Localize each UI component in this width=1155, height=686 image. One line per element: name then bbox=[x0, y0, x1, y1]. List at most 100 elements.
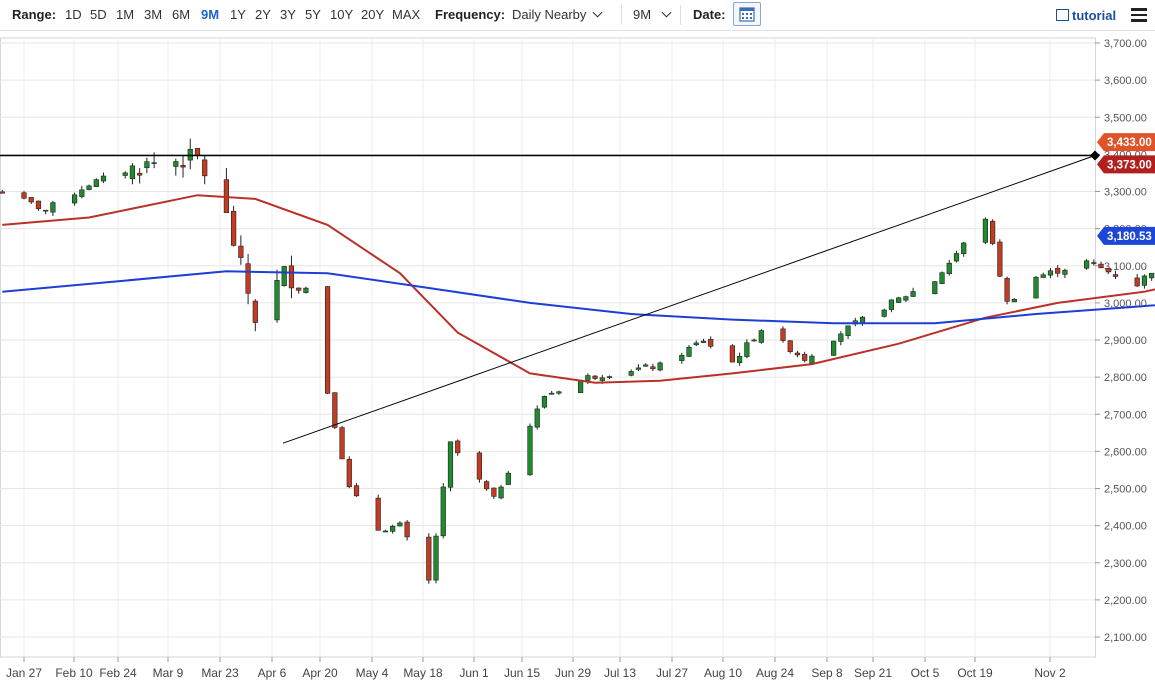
candle-body bbox=[838, 333, 844, 342]
candle-body bbox=[72, 194, 78, 204]
candle-body bbox=[628, 371, 634, 376]
price-badge-label: 3,433.00 bbox=[1107, 137, 1152, 149]
candle-body bbox=[324, 286, 331, 394]
y-tick-label: 3,500.00 bbox=[1104, 112, 1147, 124]
candle-body bbox=[693, 342, 699, 346]
calendar-icon bbox=[739, 7, 755, 22]
x-tick-label: Aug 10 bbox=[704, 666, 742, 680]
candle-body bbox=[606, 376, 613, 378]
candle-body bbox=[1004, 278, 1010, 302]
candle-body bbox=[288, 265, 295, 289]
candle-body bbox=[599, 377, 605, 381]
candle-body bbox=[657, 362, 663, 371]
period-value: 9M bbox=[633, 7, 652, 22]
x-tick-label: Jun 15 bbox=[504, 666, 540, 680]
candle-body bbox=[744, 342, 750, 357]
y-tick-label: 2,500.00 bbox=[1104, 484, 1147, 496]
candle-body bbox=[505, 472, 511, 485]
candle-body bbox=[961, 242, 967, 254]
y-tick-label: 3,700.00 bbox=[1104, 38, 1147, 50]
range-1m-button[interactable]: 1M bbox=[116, 7, 135, 22]
candle-body bbox=[737, 356, 743, 364]
candle-body bbox=[939, 272, 945, 284]
trendline[interactable] bbox=[282, 155, 1096, 444]
y-tick-label: 2,600.00 bbox=[1104, 446, 1147, 458]
candle-body bbox=[455, 440, 461, 454]
candle-body bbox=[144, 161, 150, 169]
candle-body bbox=[953, 253, 960, 262]
price-badge: 3,373.00 bbox=[1097, 155, 1155, 174]
range-20y-button[interactable]: 20Y bbox=[361, 7, 385, 22]
price-badge: 3,180.53 bbox=[1097, 226, 1155, 245]
candle-body bbox=[202, 159, 208, 177]
candle-body bbox=[910, 291, 916, 297]
range-1y-button[interactable]: 1Y bbox=[230, 7, 246, 22]
x-tick-label: Oct 5 bbox=[911, 666, 940, 680]
range-max-button[interactable]: MAX bbox=[392, 7, 421, 22]
x-tick-label: Apr 20 bbox=[302, 666, 338, 680]
y-tick-label: 2,800.00 bbox=[1104, 372, 1147, 384]
x-tick-label: Sep 8 bbox=[811, 666, 843, 680]
y-tick-label: 2,300.00 bbox=[1104, 558, 1147, 570]
x-tick-label: Feb 24 bbox=[99, 666, 137, 680]
range-2y-button[interactable]: 2Y bbox=[255, 7, 271, 22]
x-tick-label: Jun 29 bbox=[555, 666, 591, 680]
candle-body bbox=[1149, 272, 1155, 279]
candle-body bbox=[802, 354, 808, 361]
frequency-dropdown[interactable]: Daily Nearby bbox=[512, 7, 603, 22]
calendar-button[interactable] bbox=[733, 2, 761, 26]
candle-body bbox=[252, 300, 258, 323]
candle-body bbox=[281, 266, 287, 286]
candle-body bbox=[903, 296, 909, 301]
toolbar-divider bbox=[621, 5, 622, 25]
x-tick-label: Jul 27 bbox=[656, 666, 688, 680]
price-badge: 3,433.00 bbox=[1097, 133, 1155, 152]
candle-body bbox=[556, 391, 562, 394]
x-tick-label: Mar 23 bbox=[201, 666, 239, 680]
candle-body bbox=[896, 297, 902, 303]
range-5y-button[interactable]: 5Y bbox=[305, 7, 321, 22]
candle-body bbox=[1098, 263, 1104, 269]
candle-body bbox=[650, 366, 656, 370]
x-tick-label: May 18 bbox=[403, 666, 443, 680]
candle-body bbox=[780, 328, 786, 341]
candle-body bbox=[809, 355, 815, 364]
range-10y-button[interactable]: 10Y bbox=[330, 7, 354, 22]
candle-body bbox=[43, 209, 49, 212]
candle-body bbox=[21, 192, 27, 199]
candle-body bbox=[729, 345, 735, 363]
tutorial-label: tutorial bbox=[1072, 8, 1117, 23]
range-3m-button[interactable]: 3M bbox=[144, 7, 163, 22]
candle-body bbox=[100, 175, 107, 182]
candle-body bbox=[404, 521, 410, 538]
candle-body bbox=[534, 408, 540, 428]
candle-body bbox=[180, 165, 186, 168]
range-3y-button[interactable]: 3Y bbox=[280, 7, 296, 22]
range-6m-button[interactable]: 6M bbox=[172, 7, 191, 22]
x-tick-label: Oct 19 bbox=[957, 666, 993, 680]
candle-body bbox=[0, 191, 5, 194]
candle-body bbox=[231, 210, 237, 246]
period-dropdown[interactable]: 9M bbox=[633, 7, 672, 22]
x-tick-label: Mar 9 bbox=[153, 666, 184, 680]
candle-body bbox=[549, 392, 555, 395]
candle-body bbox=[585, 375, 591, 381]
candle-body bbox=[303, 287, 309, 293]
candle-body bbox=[375, 497, 381, 531]
range-1d-button[interactable]: 1D bbox=[65, 7, 82, 22]
candle-body bbox=[353, 485, 360, 497]
candle-body bbox=[643, 364, 649, 367]
candle-body bbox=[296, 287, 302, 291]
candle-body bbox=[28, 197, 34, 203]
hamburger-menu-icon[interactable] bbox=[1131, 8, 1147, 22]
range-5d-button[interactable]: 5D bbox=[90, 7, 107, 22]
toolbar-divider bbox=[680, 5, 681, 25]
candle-body bbox=[997, 241, 1003, 277]
tutorial-link[interactable]: tutorial bbox=[1056, 8, 1116, 23]
frequency-label: Frequency: bbox=[435, 7, 506, 22]
candle-body bbox=[1105, 268, 1111, 273]
range-9m-button[interactable]: 9M bbox=[201, 7, 220, 22]
plot-area bbox=[0, 37, 1096, 658]
x-tick-label: Sep 21 bbox=[854, 666, 892, 680]
